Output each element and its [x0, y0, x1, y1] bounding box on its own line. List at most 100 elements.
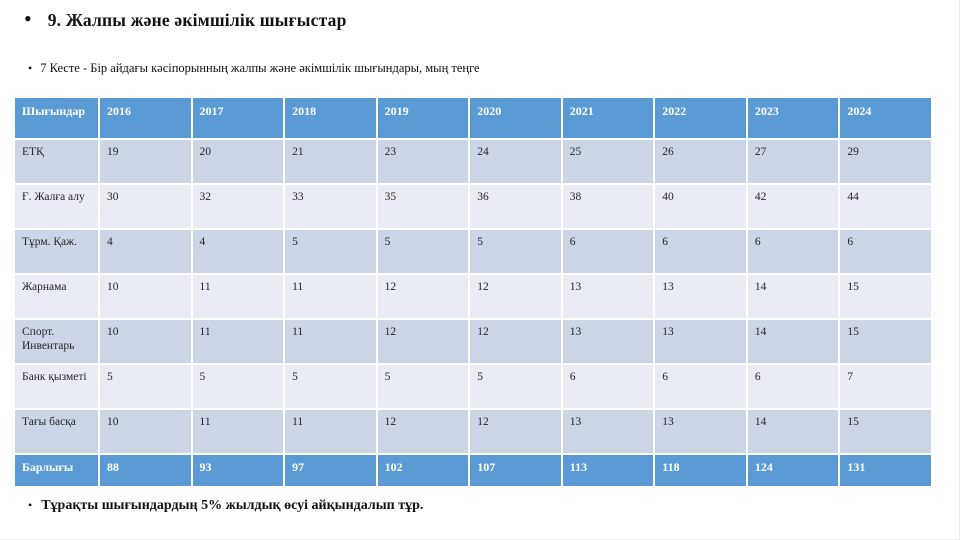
value-cell: 5 — [470, 365, 561, 408]
value-cell: 11 — [192, 410, 284, 453]
value-cell: 14 — [747, 320, 839, 363]
value-cell: 6 — [747, 230, 839, 273]
value-cell: 36 — [470, 185, 561, 228]
value-cell: 11 — [192, 320, 284, 363]
value-cell: 113 — [562, 455, 654, 486]
value-cell: 4 — [100, 230, 191, 273]
table-header: Шығындар 2016 2017 2018 2019 2020 2021 2022 2023… — [15, 98, 931, 138]
row-label: Банк қызметі — [15, 365, 98, 408]
value-cell: 93 — [192, 455, 284, 486]
value-cell: 25 — [562, 140, 654, 183]
table-row: Банк қызметі 5 5 5 5 5 6 6 6 7 — [15, 365, 931, 408]
value-cell: 27 — [747, 140, 839, 183]
table-row: Тағы басқа 10 11 11 12 12 13 13 14 15 — [15, 410, 931, 453]
expenses-table: Шығындар 2016 2017 2018 2019 2020 2021 2022 2023… — [13, 96, 933, 488]
footer-bullet-icon: • — [28, 498, 33, 512]
header-cell-year: 2020 — [470, 98, 561, 138]
page-title: 9. Жалпы және әкімшілік шығыстар — [47, 10, 347, 30]
value-cell: 15 — [840, 275, 931, 318]
value-cell: 107 — [470, 455, 561, 486]
footer-note: Тұрақты шығындардың 5% жылдық өсуі айқын… — [41, 498, 424, 513]
value-cell: 13 — [655, 320, 746, 363]
value-cell: 6 — [562, 230, 654, 273]
row-label: Ғ. Жалға алу — [15, 185, 98, 228]
header-cell-year: 2016 — [100, 98, 191, 138]
value-cell: 26 — [655, 140, 746, 183]
table-body: ЕТҚ 19 20 21 23 24 25 26 27 29 Ғ. Жалға алу 30 32 33 3… — [15, 140, 931, 486]
value-cell: 11 — [285, 275, 376, 318]
value-cell: 5 — [285, 365, 376, 408]
header-cell-expenses: Шығындар — [15, 98, 98, 138]
value-cell: 12 — [470, 320, 561, 363]
value-cell: 32 — [192, 185, 284, 228]
header-cell-year: 2022 — [655, 98, 746, 138]
title-row: • 9. Жалпы және әкімшілік шығыстар — [24, 8, 347, 32]
value-cell: 13 — [655, 275, 746, 318]
value-cell: 11 — [192, 275, 284, 318]
value-cell: 12 — [377, 320, 469, 363]
value-cell: 12 — [470, 410, 561, 453]
value-cell: 5 — [285, 230, 376, 273]
value-cell: 7 — [840, 365, 931, 408]
value-cell: 13 — [562, 320, 654, 363]
value-cell: 6 — [655, 230, 746, 273]
value-cell: 38 — [562, 185, 654, 228]
table-caption-row: • 7 Кесте - Бір айдағы кәсіпорынның жалп… — [28, 60, 928, 76]
value-cell: 14 — [747, 275, 839, 318]
row-label: Жарнама — [15, 275, 98, 318]
value-cell: 102 — [377, 455, 469, 486]
header-cell-year: 2019 — [377, 98, 469, 138]
header-row: Шығындар 2016 2017 2018 2019 2020 2021 2022 2023… — [15, 98, 931, 138]
table-row: Спорт. Инвентарь 10 11 11 12 12 13 13 14 15 — [15, 320, 931, 363]
value-cell: 6 — [747, 365, 839, 408]
row-label: ЕТҚ — [15, 140, 98, 183]
value-cell: 19 — [100, 140, 191, 183]
value-cell: 11 — [285, 320, 376, 363]
value-cell: 12 — [377, 410, 469, 453]
header-cell-year: 2018 — [285, 98, 376, 138]
header-cell-year: 2024 — [840, 98, 931, 138]
value-cell: 5 — [470, 230, 561, 273]
value-cell: 15 — [840, 410, 931, 453]
total-row: Барлығы 88 93 97 102 107 113 118 124 131 — [15, 455, 931, 486]
value-cell: 13 — [655, 410, 746, 453]
table-row: Жарнама 10 11 11 12 12 13 13 14 15 — [15, 275, 931, 318]
value-cell: 35 — [377, 185, 469, 228]
header-cell-year: 2021 — [562, 98, 654, 138]
value-cell: 6 — [655, 365, 746, 408]
value-cell: 10 — [100, 320, 191, 363]
value-cell: 21 — [285, 140, 376, 183]
value-cell: 24 — [470, 140, 561, 183]
value-cell: 13 — [562, 410, 654, 453]
value-cell: 30 — [100, 185, 191, 228]
table-row: Ғ. Жалға алу 30 32 33 35 36 38 40 42 44 — [15, 185, 931, 228]
value-cell: 33 — [285, 185, 376, 228]
value-cell: 5 — [192, 365, 284, 408]
value-cell: 15 — [840, 320, 931, 363]
value-cell: 23 — [377, 140, 469, 183]
footer-note-row: • Тұрақты шығындардың 5% жылдық өсуі айқ… — [28, 497, 928, 515]
header-cell-year: 2017 — [192, 98, 284, 138]
value-cell: 12 — [470, 275, 561, 318]
value-cell: 29 — [840, 140, 931, 183]
value-cell: 11 — [285, 410, 376, 453]
value-cell: 6 — [562, 365, 654, 408]
value-cell: 12 — [377, 275, 469, 318]
value-cell: 131 — [840, 455, 931, 486]
table-row: ЕТҚ 19 20 21 23 24 25 26 27 29 — [15, 140, 931, 183]
caption-bullet-icon: • — [28, 61, 33, 75]
value-cell: 40 — [655, 185, 746, 228]
value-cell: 5 — [377, 365, 469, 408]
value-cell: 88 — [100, 455, 191, 486]
table-caption: 7 Кесте - Бір айдағы кәсіпорынның жалпы … — [40, 61, 480, 75]
value-cell: 44 — [840, 185, 931, 228]
value-cell: 6 — [840, 230, 931, 273]
value-cell: 4 — [192, 230, 284, 273]
table-row: Тұрм. Қаж. 4 4 5 5 5 6 6 6 6 — [15, 230, 931, 273]
value-cell: 20 — [192, 140, 284, 183]
value-cell: 10 — [100, 410, 191, 453]
header-cell-year: 2023 — [747, 98, 839, 138]
title-bullet-icon: • — [24, 6, 32, 31]
row-label: Барлығы — [15, 455, 98, 486]
value-cell: 97 — [285, 455, 376, 486]
